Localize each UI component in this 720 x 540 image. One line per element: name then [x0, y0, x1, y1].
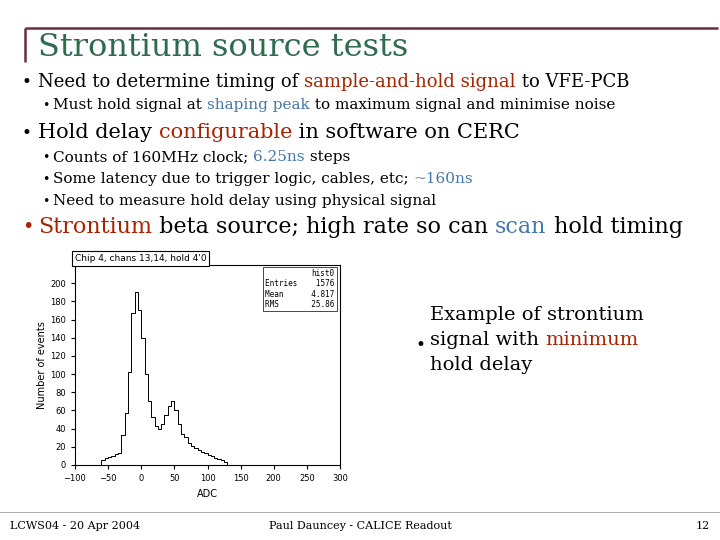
Text: hist0
Entries    1576
Mean      4.817
RMS       25.86: hist0 Entries 1576 Mean 4.817 RMS 25.86 — [266, 269, 335, 309]
Text: 6.25ns: 6.25ns — [253, 150, 305, 164]
Text: •: • — [22, 218, 33, 237]
Text: Hold delay: Hold delay — [38, 124, 158, 143]
Text: •: • — [22, 124, 32, 142]
Text: •: • — [42, 98, 50, 111]
Text: hold delay: hold delay — [430, 356, 532, 374]
Text: to VFE-PCB: to VFE-PCB — [516, 73, 629, 91]
Text: beta source; high rate so can: beta source; high rate so can — [152, 216, 495, 238]
Text: LCWS04 - 20 Apr 2004: LCWS04 - 20 Apr 2004 — [10, 521, 140, 531]
Text: minimum: minimum — [545, 331, 639, 349]
Text: shaping peak: shaping peak — [207, 98, 310, 112]
Text: Chip 4, chans 13,14, hold 4'0: Chip 4, chans 13,14, hold 4'0 — [75, 254, 207, 263]
Text: •: • — [42, 194, 50, 207]
Text: Strontium: Strontium — [38, 216, 152, 238]
Text: Counts of 160MHz clock;: Counts of 160MHz clock; — [53, 150, 253, 164]
Text: 12: 12 — [696, 521, 710, 531]
Y-axis label: Number of events: Number of events — [37, 321, 48, 409]
Text: to maximum signal and minimise noise: to maximum signal and minimise noise — [310, 98, 615, 112]
Text: Must hold signal at: Must hold signal at — [53, 98, 207, 112]
Text: Need to measure hold delay using physical signal: Need to measure hold delay using physica… — [53, 194, 436, 208]
Text: Example of strontium: Example of strontium — [430, 306, 644, 324]
Text: •: • — [42, 172, 50, 186]
Text: scan: scan — [495, 216, 546, 238]
Text: steps: steps — [305, 150, 350, 164]
Text: in software on CERC: in software on CERC — [292, 124, 520, 143]
Text: configurable: configurable — [158, 124, 292, 143]
Text: Need to determine timing of: Need to determine timing of — [38, 73, 304, 91]
Text: Strontium source tests: Strontium source tests — [38, 32, 408, 64]
Text: signal with: signal with — [430, 331, 545, 349]
Text: hold timing: hold timing — [546, 216, 683, 238]
X-axis label: ADC: ADC — [197, 489, 218, 498]
Text: •: • — [42, 151, 50, 164]
Text: Paul Dauncey - CALICE Readout: Paul Dauncey - CALICE Readout — [269, 521, 451, 531]
Text: ~160ns: ~160ns — [413, 172, 473, 186]
Text: •: • — [22, 73, 32, 91]
Text: sample-and-hold signal: sample-and-hold signal — [304, 73, 516, 91]
Text: Some latency due to trigger logic, cables, etc;: Some latency due to trigger logic, cable… — [53, 172, 413, 186]
Text: •: • — [415, 336, 425, 354]
